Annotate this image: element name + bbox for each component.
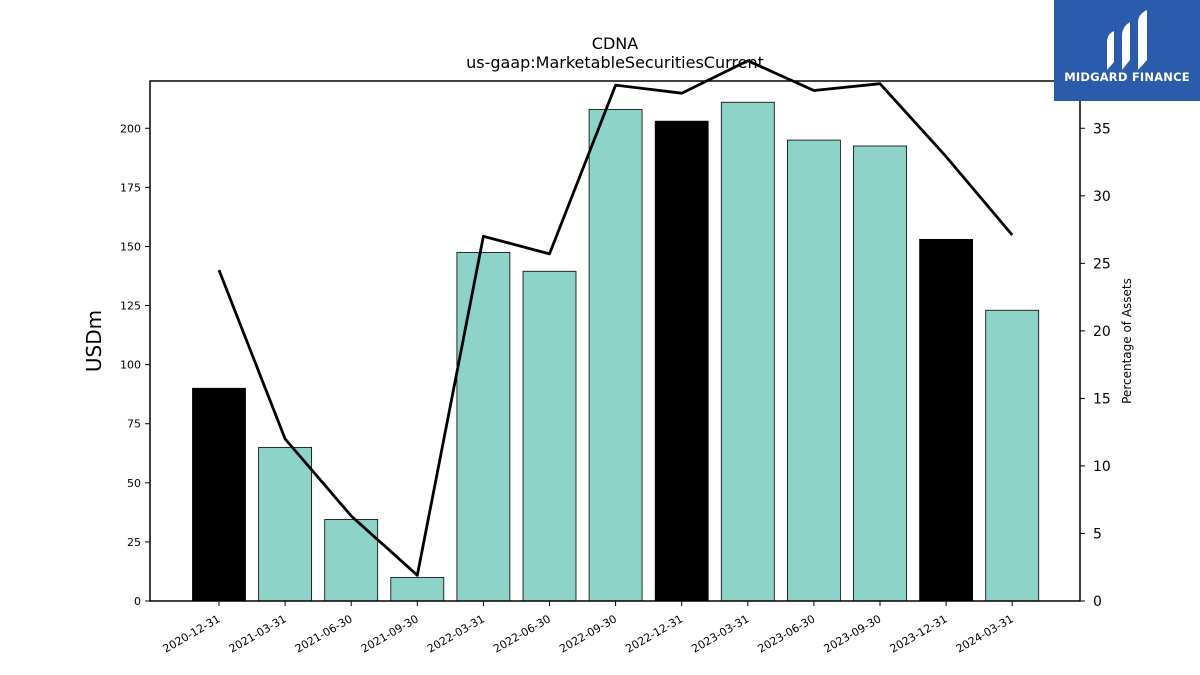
y2-tick-label: 10 (1093, 459, 1111, 475)
y2-tick-label: 35 (1093, 121, 1111, 137)
y-axis-right: 0510152025303540 (1080, 54, 1111, 610)
x-tick-label: 2022-06-30 (491, 612, 553, 655)
plot-frame (149, 80, 1081, 602)
chart-subtitle: us-gaap:MarketableSecuritiesCurrent (466, 53, 764, 72)
y2-tick-label: 5 (1093, 526, 1102, 542)
bar-2023-12-31 (919, 238, 973, 602)
bar-2021-03-31 (258, 446, 313, 602)
bar-2021-09-30 (390, 576, 445, 602)
x-tick-label: 2022-09-30 (557, 612, 619, 655)
bar-2023-06-30 (787, 139, 841, 602)
bar-2022-09-30 (588, 108, 643, 602)
midgard-finance-logo: MIDGARD FINANCE (1054, 0, 1200, 101)
bar-series (192, 101, 1040, 602)
y-tick-label: 125 (120, 300, 141, 313)
x-tick-label: 2023-09-30 (822, 612, 884, 655)
y2-tick-label: 25 (1093, 256, 1111, 272)
line-series (217, 59, 1014, 577)
y-tick-label: 75 (127, 418, 141, 431)
x-tick-label: 2023-06-30 (756, 612, 818, 655)
bar-2024-03-31 (985, 309, 1040, 602)
x-tick-label: 2020-12-31 (161, 612, 223, 655)
y-tick-label: 150 (120, 240, 141, 253)
y2-tick-label: 20 (1093, 324, 1111, 340)
bar-2022-12-31 (654, 120, 709, 602)
y2-tick-label: 15 (1093, 391, 1111, 407)
x-tick-label: 2023-12-31 (888, 612, 950, 655)
logo-text: MIDGARD FINANCE (1064, 70, 1190, 84)
x-tick-label: 2024-03-31 (954, 612, 1016, 655)
y2-tick-label: 30 (1093, 189, 1111, 205)
bar-2020-12-31 (192, 387, 246, 602)
x-tick-label: 2021-03-31 (227, 612, 289, 655)
y2-axis-label: Percentage of Assets (1120, 278, 1134, 404)
chart-title: CDNA (592, 34, 638, 53)
y-tick-label: 50 (127, 477, 141, 490)
x-tick-label: 2022-03-31 (425, 612, 487, 655)
midgard-logo-icon (1107, 10, 1147, 70)
y-axis-left: 0 25 50 75 100 125 150 175 200 (120, 122, 150, 608)
x-tick-label: 2021-06-30 (293, 612, 355, 655)
y-tick-label: 0 (134, 595, 141, 608)
bar-2022-06-30 (522, 270, 577, 602)
y-tick-label: 175 (120, 181, 141, 194)
x-tick-label: 2022-12-31 (623, 612, 685, 655)
bar-2023-09-30 (853, 145, 907, 602)
y-tick-label: 25 (127, 536, 141, 549)
y-axis-label: USDm (82, 310, 106, 372)
x-axis: 2020-12-31 2021-03-31 2021-06-30 2021-09-30… (161, 601, 1016, 656)
bar-2023-03-31 (720, 101, 775, 602)
y2-tick-label: 0 (1093, 594, 1102, 610)
y-tick-label: 100 (120, 359, 141, 372)
x-tick-label: 2023-03-31 (689, 612, 751, 655)
y-tick-label: 200 (120, 122, 141, 135)
x-tick-label: 2021-09-30 (359, 612, 421, 655)
bar-2022-03-31 (456, 251, 511, 602)
